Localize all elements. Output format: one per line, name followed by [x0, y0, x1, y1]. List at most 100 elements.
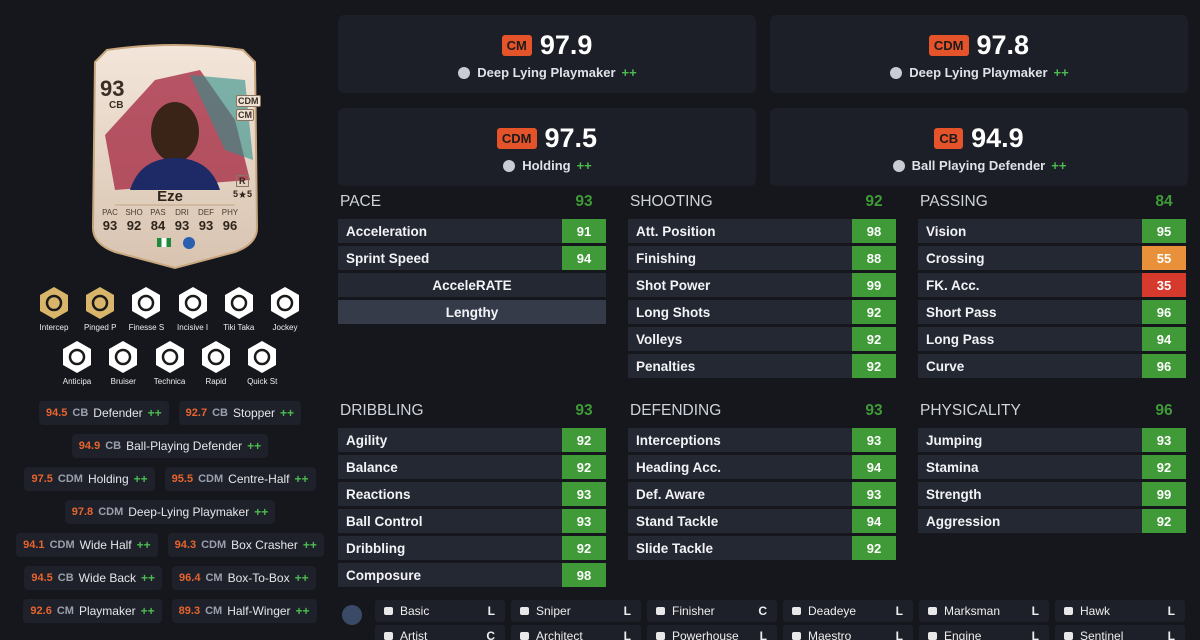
badge-glyph [115, 348, 132, 366]
role-chip[interactable]: 89.3 CM Half-Winger ++ [171, 599, 317, 623]
role-rating: 94.9 [78, 440, 101, 452]
role-rating: 94.3 [174, 539, 197, 551]
card-rating: 93 [100, 76, 125, 101]
playstyle-badge[interactable] [106, 340, 140, 374]
chem-style[interactable]: Basic L [375, 600, 505, 622]
chem-style[interactable]: Sentinel L [1055, 625, 1185, 640]
playstyle-badge[interactable] [245, 340, 279, 374]
role-chip[interactable]: 92.6 CM Playmaker ++ [23, 599, 162, 623]
attribute-name: Long Pass [926, 331, 995, 347]
playstyle-badge[interactable] [222, 286, 256, 320]
icon-shape [892, 159, 905, 172]
chem-style-tag: L [487, 604, 495, 618]
role-chip[interactable]: 97.8 CDM Deep-Lying Playmaker ++ [64, 500, 276, 524]
star-shape [239, 190, 247, 198]
chem-style[interactable]: Sniper L [511, 600, 641, 622]
chem-style[interactable]: Powerhouse L [647, 625, 777, 640]
role-chip[interactable]: 94.1 CDM Wide Half ++ [16, 533, 158, 557]
card-stat-label: SHO [125, 208, 143, 217]
badge-shape [132, 287, 161, 319]
player-card [91, 44, 259, 270]
chem-style-tag: L [1031, 604, 1039, 618]
chem-style[interactable]: Hawk L [1055, 600, 1185, 622]
badge-glyph [207, 348, 225, 366]
attribute-value: 99 [852, 273, 896, 297]
group-total: 84 [1155, 193, 1173, 210]
chem-style-tag: L [623, 604, 631, 618]
playstyle-label: Finesse S [128, 323, 165, 332]
best-role-box: CM 97.9 Deep Lying Playmaker ++ [338, 15, 756, 93]
best-role-box: CDM 97.8 Deep Lying Playmaker ++ [770, 15, 1188, 93]
attribute-value: 94 [852, 455, 896, 479]
best-role-plus: ++ [621, 65, 637, 80]
playstyle-badge[interactable] [268, 286, 302, 320]
chem-style-icon [792, 607, 801, 615]
attribute-name: Curve [926, 358, 965, 374]
attribute-row: Aggression 92 [918, 509, 1186, 533]
role-rating: 92.7 [185, 407, 208, 419]
badge-shape [155, 341, 184, 373]
attribute-row: Slide Tackle 92 [628, 536, 896, 560]
best-role-name: Deep Lying Playmaker [909, 65, 1048, 80]
chem-style[interactable]: Artist C [375, 625, 505, 640]
chem-style[interactable]: Deadeye L [783, 600, 913, 622]
role-chip[interactable]: 94.5 CB Wide Back ++ [24, 566, 163, 590]
role-chip[interactable]: 92.7 CB Stopper ++ [178, 401, 302, 425]
chem-style[interactable]: Engine L [919, 625, 1049, 640]
role-chip[interactable]: 94.5 CB Defender ++ [38, 401, 169, 425]
playstyle-badge[interactable] [176, 286, 210, 320]
chem-style[interactable]: Architect L [511, 625, 641, 640]
role-rating: 92.6 [30, 605, 52, 617]
best-role-head: CB 94.9 [770, 123, 1188, 154]
best-role-plus: ++ [1051, 158, 1067, 173]
chem-icon-shape [1064, 607, 1073, 615]
attribute-row: Long Pass 94 [918, 327, 1186, 351]
role-plus: ++ [294, 571, 309, 585]
attribute-row: Composure 98 [338, 563, 606, 587]
playstyle-badge[interactable] [199, 340, 233, 374]
attribute-row: Long Shots 92 [628, 300, 896, 324]
role-row: 94.5 CB Wide Back ++ 96.4 CM Box-To-Box ++ [0, 566, 340, 590]
attribute-value: 99 [1142, 482, 1186, 506]
chem-style-icon [656, 632, 665, 640]
role-chip[interactable]: 96.4 CM Box-To-Box ++ [172, 566, 316, 590]
playstyle-badge[interactable] [83, 286, 117, 320]
role-position: CM [205, 572, 223, 584]
attribute-value: 94 [1142, 327, 1186, 351]
playstyle-badge[interactable] [60, 340, 94, 374]
card-alt-position: CDM [236, 95, 261, 107]
role-row: 92.6 CM Playmaker ++ 89.3 CM Half-Winger ++ [0, 599, 340, 623]
best-role-line: Deep Lying Playmaker ++ [338, 65, 756, 80]
chem-style-name: Maestro [808, 629, 852, 640]
chem-style-tag: L [1167, 604, 1175, 618]
chem-style-icon [1064, 607, 1073, 615]
role-chip[interactable]: 97.5 CDM Holding ++ [24, 467, 155, 491]
group-name: DEFENDING [630, 402, 722, 419]
card-foot: R [236, 175, 249, 187]
chem-style[interactable]: Finisher C [647, 600, 777, 622]
role-chip[interactable]: 94.3 CDM Box Crasher ++ [167, 533, 324, 557]
role-row: 97.8 CDM Deep-Lying Playmaker ++ [0, 500, 340, 524]
group-total: 96 [1155, 402, 1173, 419]
role-name: Holding [87, 472, 129, 486]
playstyle-label: Rapid [205, 377, 227, 386]
best-role-box: CB 94.9 Ball Playing Defender ++ [770, 108, 1188, 186]
playstyle-badge[interactable] [37, 286, 71, 320]
chem-style-tag: L [1031, 629, 1039, 640]
group-name: DRIBBLING [340, 402, 424, 419]
attribute-row: Acceleration 91 [338, 219, 606, 243]
playstyle-label: Pinged P [83, 323, 117, 332]
chem-style[interactable]: Maestro L [783, 625, 913, 640]
card-name: Eze [157, 188, 183, 205]
chem-style[interactable]: Marksman L [919, 600, 1049, 622]
best-role-rating: 97.8 [976, 30, 1030, 60]
role-chip[interactable]: 95.5 CDM Centre-Half ++ [164, 467, 316, 491]
playstyle-badge[interactable] [129, 286, 163, 320]
attribute-row: Stand Tackle 94 [628, 509, 896, 533]
best-role-rating: 97.5 [544, 123, 598, 153]
chem-style-icon [520, 607, 529, 615]
playstyle-badge[interactable] [153, 340, 187, 374]
role-chip[interactable]: 94.9 CB Ball-Playing Defender ++ [71, 434, 269, 458]
icon [890, 66, 903, 79]
